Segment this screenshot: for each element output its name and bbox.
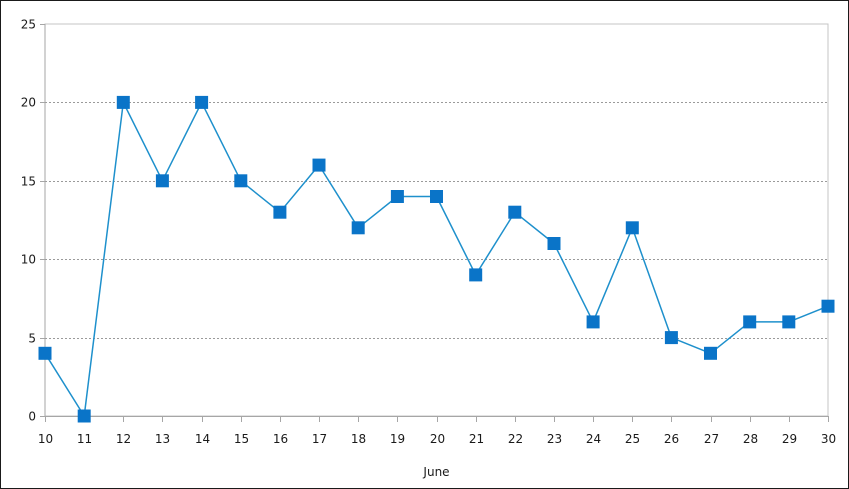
data-point — [743, 315, 757, 329]
data-point — [469, 268, 483, 282]
data-point — [430, 190, 443, 203]
x-tick-label: 11 — [77, 432, 92, 446]
data-point — [586, 315, 600, 329]
data-point — [273, 205, 287, 219]
x-tick-label: 17 — [312, 432, 327, 446]
series — [38, 95, 835, 423]
x-tick-label: 30 — [821, 432, 836, 446]
tick-labels: 0 5 10 15 20 25 10 11 12 13 14 15 16 17 18 19 20 21 22 23 24… — [21, 18, 836, 447]
x-tick-label: 23 — [547, 432, 562, 446]
x-tick-label: 19 — [390, 432, 405, 446]
data-point — [547, 237, 561, 250]
x-tick-label: 14 — [195, 432, 210, 446]
data-point — [782, 315, 796, 329]
data-point — [38, 346, 52, 360]
axes — [40, 24, 829, 422]
y-tick-label: 20 — [21, 96, 36, 110]
data-point — [195, 95, 209, 109]
data-point — [351, 221, 365, 235]
data-point — [77, 409, 91, 423]
data-point — [625, 221, 639, 235]
x-tick-label: 24 — [586, 432, 601, 446]
data-point — [116, 95, 130, 109]
x-tick-label: 10 — [38, 432, 53, 446]
x-tick-label: 15 — [234, 432, 249, 446]
x-tick-label: 16 — [273, 432, 288, 446]
gridlines — [45, 102, 828, 339]
y-tick-label: 25 — [21, 18, 36, 32]
data-point — [155, 174, 169, 188]
x-tick-label: 22 — [508, 432, 523, 446]
y-tick-label: 15 — [21, 175, 36, 189]
data-point — [234, 174, 248, 188]
x-tick-label: 18 — [351, 432, 366, 446]
y-tick-label: 0 — [28, 410, 36, 424]
x-tick-label: 26 — [664, 432, 679, 446]
data-point — [664, 331, 678, 345]
data-point — [821, 299, 835, 313]
x-tick-label: 20 — [430, 432, 445, 446]
x-tick-label: 25 — [625, 432, 640, 446]
data-point — [704, 346, 717, 360]
x-tick-label: 21 — [469, 432, 484, 446]
x-tick-label: 29 — [782, 432, 797, 446]
x-tick-label: 27 — [704, 432, 719, 446]
x-axis-title: June — [422, 465, 449, 479]
data-point — [508, 205, 522, 219]
y-tick-label: 5 — [28, 332, 36, 346]
data-point — [390, 190, 404, 203]
x-tick-label: 13 — [155, 432, 170, 446]
x-tick-label: 28 — [743, 432, 758, 446]
y-tick-label: 10 — [21, 253, 36, 267]
data-point — [312, 158, 326, 172]
x-tick-label: 12 — [116, 432, 131, 446]
